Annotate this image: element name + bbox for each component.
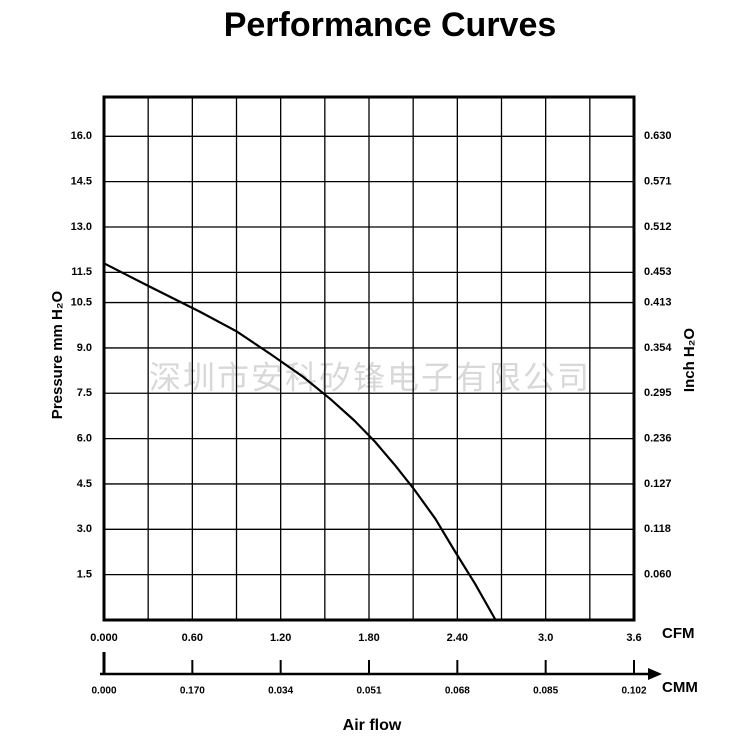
y-tick-label: 13.0 (71, 221, 92, 233)
y-tick-label: 16.0 (71, 130, 92, 142)
x2-tick-label: 0.085 (533, 686, 558, 697)
y2-axis-title: Inch H₂O (681, 328, 698, 393)
x2-tick-label: 0.051 (356, 686, 381, 697)
y-tick-label: 14.5 (71, 176, 92, 188)
chart-title: Performance Curves (224, 6, 557, 44)
x-tick-label: 0.60 (182, 632, 203, 644)
y2-tick-label: 0.453 (644, 266, 672, 278)
y-tick-label: 9.0 (77, 342, 92, 354)
y-tick-label: 6.0 (77, 433, 92, 445)
cmm-axis-arrow (648, 668, 662, 680)
x-tick-label: 1.20 (270, 632, 291, 644)
x-tick-label: 3.6 (626, 632, 641, 644)
y2-tick-label: 0.630 (644, 130, 672, 142)
y2-tick-label: 0.295 (644, 387, 672, 399)
y2-tick-label: 0.127 (644, 478, 672, 490)
y2-tick-label: 0.236 (644, 433, 672, 445)
x-tick-label: 1.80 (358, 632, 379, 644)
y2-tick-label: 0.354 (644, 342, 672, 354)
x-axis-title: Air flow (343, 717, 402, 734)
y-tick-label: 11.5 (71, 266, 92, 278)
x2-tick-label: 0.034 (268, 686, 293, 697)
y-tick-label: 10.5 (71, 296, 92, 308)
y-tick-label: 4.5 (77, 478, 92, 490)
x2-tick-label: 0.068 (445, 686, 470, 697)
plot-frame (102, 95, 636, 622)
watermark: 深圳市安科矽锋电子有限公司 (149, 359, 591, 395)
x-unit: CFM (662, 625, 695, 642)
y2-tick-label: 0.118 (644, 523, 671, 535)
y-axis-title: Pressure mm H₂O (49, 290, 66, 419)
y-tick-label: 1.5 (77, 569, 92, 581)
y2-tick-label: 0.413 (644, 296, 672, 308)
curve (103, 262, 497, 621)
x2-tick-label: 0.170 (180, 686, 205, 697)
x-tick-label: 0.000 (90, 632, 118, 644)
y-tick-label: 7.5 (77, 387, 92, 399)
x-tick-label: 2.40 (447, 632, 468, 644)
x-tick-label: 3.0 (538, 632, 553, 644)
y2-tick-label: 0.571 (644, 176, 672, 188)
y2-tick-label: 0.512 (644, 221, 672, 233)
y2-tick-label: 0.060 (644, 569, 672, 581)
y-tick-label: 3.0 (77, 523, 92, 535)
x2-tick-label: 0.000 (91, 686, 116, 697)
x2-tick-label: 0.102 (621, 686, 646, 697)
x2-unit: CMM (662, 679, 698, 696)
